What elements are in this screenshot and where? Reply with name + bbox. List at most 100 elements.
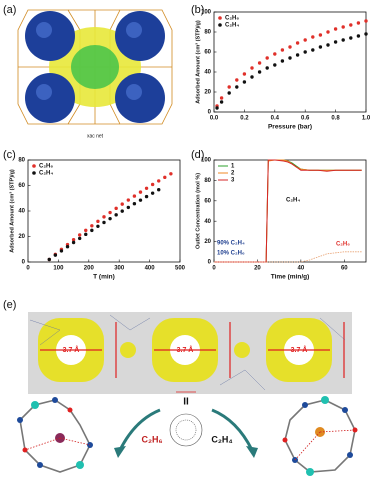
data-point bbox=[364, 32, 368, 36]
legend-swatch bbox=[218, 16, 222, 20]
x-tick-label: 0.4 bbox=[271, 116, 280, 122]
data-point bbox=[144, 194, 149, 199]
y-tick-label: 20 bbox=[204, 90, 211, 96]
data-point bbox=[84, 228, 88, 233]
data-point bbox=[295, 41, 300, 45]
x-tick-label: 200 bbox=[84, 266, 95, 272]
center-label: II bbox=[183, 397, 189, 408]
data-point bbox=[273, 52, 277, 56]
data-point bbox=[47, 257, 51, 262]
y-tick-label: 80 bbox=[18, 158, 25, 164]
legend-label: C₂H₄ bbox=[39, 171, 53, 177]
data-point bbox=[77, 233, 82, 237]
y-tick-label: 0 bbox=[208, 110, 212, 116]
data-point bbox=[102, 215, 106, 219]
legend-swatch bbox=[32, 164, 36, 168]
legend-swatch bbox=[218, 23, 222, 27]
y-tick-label: 20 bbox=[204, 239, 211, 245]
data-point bbox=[356, 21, 361, 25]
x-tick-label: 0.6 bbox=[301, 116, 310, 122]
y-axis-label: Adsorbed Amount (cm³ (STP)/g) bbox=[8, 169, 15, 253]
data-point bbox=[108, 216, 112, 221]
data-point bbox=[235, 85, 239, 89]
data-point bbox=[157, 188, 161, 192]
data-point bbox=[280, 59, 285, 63]
legend-label: 3 bbox=[231, 178, 235, 184]
data-point bbox=[96, 224, 100, 228]
data-point bbox=[71, 240, 76, 245]
data-point bbox=[257, 70, 262, 74]
y-tick-label: 60 bbox=[204, 50, 211, 56]
y-tick-label: 20 bbox=[18, 234, 25, 240]
legend-label: C₂H₄ bbox=[225, 23, 239, 29]
y-tick-label: 60 bbox=[18, 183, 25, 189]
data-point bbox=[326, 30, 330, 34]
data-point bbox=[295, 53, 300, 57]
x-tick-label: 0.8 bbox=[331, 116, 340, 122]
y-tick-label: 40 bbox=[204, 70, 211, 76]
data-point bbox=[120, 202, 124, 206]
data-point bbox=[326, 43, 330, 47]
x-axis-label: Time (min/g) bbox=[271, 274, 310, 281]
data-point bbox=[150, 191, 155, 195]
data-point bbox=[77, 236, 82, 241]
data-point bbox=[132, 202, 137, 206]
annotation: C₂H₄ bbox=[286, 198, 300, 204]
data-point bbox=[96, 219, 100, 224]
x-tick-label: 0 bbox=[26, 266, 30, 272]
pore-label: 3.7 Å bbox=[291, 345, 308, 354]
data-point bbox=[303, 50, 307, 54]
data-point bbox=[311, 35, 315, 39]
legend-swatch bbox=[32, 171, 36, 175]
data-point bbox=[273, 63, 277, 67]
x-tick-label: 500 bbox=[175, 266, 186, 272]
legend-label: 2 bbox=[231, 171, 235, 177]
series-line bbox=[214, 251, 362, 263]
series-line bbox=[214, 159, 362, 263]
y-tick-label: 40 bbox=[18, 209, 25, 215]
x-axis-label: T (min) bbox=[93, 274, 115, 281]
y-axis-label: Adsorbed Amount (cm³ (STP)/g) bbox=[194, 20, 201, 104]
data-point bbox=[132, 194, 137, 198]
data-point bbox=[250, 66, 254, 70]
x-tick-label: 300 bbox=[114, 266, 125, 272]
annotation: C₂H₆ bbox=[336, 242, 350, 248]
x-tick-label: 400 bbox=[145, 266, 156, 272]
data-point bbox=[138, 190, 143, 194]
x-tick-label: 0.0 bbox=[210, 116, 219, 122]
data-point bbox=[349, 36, 353, 40]
y-tick-label: 60 bbox=[204, 198, 211, 204]
data-point bbox=[215, 106, 219, 110]
data-point bbox=[90, 224, 94, 228]
data-point bbox=[71, 237, 76, 242]
data-point bbox=[341, 38, 345, 42]
data-point bbox=[126, 205, 131, 210]
data-point bbox=[163, 175, 167, 180]
data-point bbox=[227, 85, 231, 89]
data-point bbox=[250, 75, 254, 79]
panel-label: (a) bbox=[3, 4, 16, 16]
data-point bbox=[59, 249, 64, 253]
data-point bbox=[144, 186, 149, 191]
data-point bbox=[303, 38, 307, 42]
x-tick-label: 100 bbox=[53, 266, 64, 272]
data-point bbox=[219, 96, 224, 100]
data-point bbox=[364, 19, 368, 23]
data-point bbox=[235, 78, 239, 82]
x-tick-label: 0 bbox=[212, 266, 216, 272]
data-point bbox=[108, 210, 112, 215]
data-point bbox=[280, 48, 285, 52]
data-point bbox=[102, 220, 106, 225]
data-point bbox=[120, 209, 124, 213]
data-point bbox=[90, 228, 94, 233]
data-point bbox=[53, 253, 58, 257]
y-tick-label: 80 bbox=[204, 30, 211, 36]
y-tick-label: 100 bbox=[201, 10, 212, 16]
crystal-structure-image bbox=[17, 6, 173, 128]
panel-label: (b) bbox=[191, 4, 204, 16]
y-axis-label: Outlet Concentration (mol %) bbox=[195, 173, 201, 249]
data-point bbox=[150, 182, 155, 187]
data-point bbox=[341, 25, 345, 29]
guest-label: C₂H₆ bbox=[141, 434, 162, 444]
